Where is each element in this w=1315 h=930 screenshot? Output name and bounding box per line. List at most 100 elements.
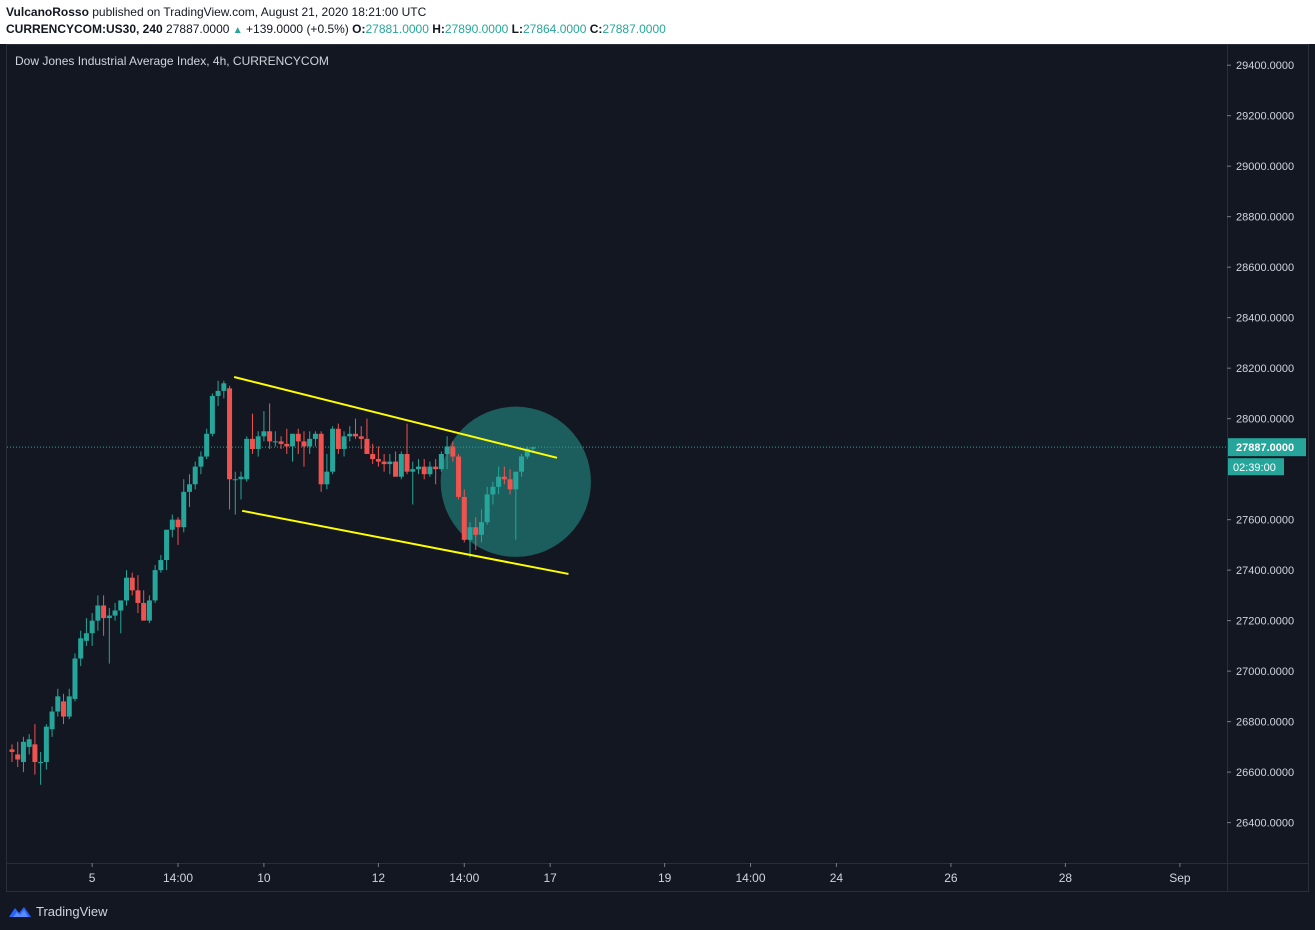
candle-down[interactable]: [61, 701, 67, 717]
candle-down[interactable]: [381, 461, 387, 465]
candle-up[interactable]: [198, 456, 204, 467]
candle-up[interactable]: [112, 610, 118, 616]
candle-up[interactable]: [118, 600, 124, 611]
candle-up[interactable]: [146, 600, 152, 621]
candle-up[interactable]: [261, 431, 267, 437]
candle-up[interactable]: [513, 471, 519, 490]
candle-down[interactable]: [135, 590, 141, 603]
candle-down[interactable]: [421, 466, 427, 475]
upper-channel-line[interactable]: [233, 376, 558, 459]
candle-up[interactable]: [272, 441, 278, 443]
candle-up[interactable]: [330, 428, 336, 472]
candle-down[interactable]: [267, 431, 273, 442]
candle-down[interactable]: [284, 443, 290, 447]
candle-down[interactable]: [318, 433, 324, 485]
candle-down[interactable]: [450, 446, 456, 457]
y-tick-label: 26600.0000: [1236, 767, 1294, 779]
candle-up[interactable]: [89, 620, 95, 634]
candle-up[interactable]: [221, 383, 227, 391]
candle-down[interactable]: [507, 479, 513, 490]
candle-down[interactable]: [473, 527, 479, 535]
candle-up[interactable]: [192, 466, 198, 485]
candle-down[interactable]: [227, 388, 233, 480]
candle-down[interactable]: [175, 519, 181, 528]
candle-up[interactable]: [519, 456, 525, 472]
candle-up[interactable]: [26, 739, 32, 747]
candle-up[interactable]: [49, 711, 55, 730]
candle-up[interactable]: [484, 494, 490, 523]
candle-up[interactable]: [20, 741, 26, 763]
price-chart[interactable]: Dow Jones Industrial Average Index, 4h, …: [7, 45, 1308, 891]
candle-up[interactable]: [444, 446, 450, 454]
candle-up[interactable]: [255, 436, 261, 449]
tradingview-logo[interactable]: TradingView: [8, 904, 108, 919]
candle-up[interactable]: [307, 438, 313, 447]
y-tick-label: 29200.0000: [1236, 111, 1294, 123]
candle-down[interactable]: [9, 749, 15, 752]
candle-down[interactable]: [456, 456, 462, 497]
candle-up[interactable]: [95, 605, 101, 621]
candle-up[interactable]: [38, 762, 44, 764]
candle-up[interactable]: [238, 476, 244, 480]
candle-up[interactable]: [209, 395, 215, 434]
candle-up[interactable]: [387, 461, 393, 465]
author-name[interactable]: VulcanoRosso: [6, 5, 89, 19]
candle-down[interactable]: [15, 754, 21, 760]
candle-down[interactable]: [335, 428, 341, 449]
candle-up[interactable]: [106, 615, 112, 619]
candle-up[interactable]: [312, 433, 318, 439]
candle-up[interactable]: [152, 570, 158, 601]
candle-down[interactable]: [461, 496, 467, 540]
candle-up[interactable]: [215, 390, 221, 396]
candle-up[interactable]: [78, 638, 84, 659]
candle-up[interactable]: [496, 476, 502, 487]
candle-down[interactable]: [141, 602, 147, 621]
candle-down[interactable]: [375, 459, 381, 462]
candle-up[interactable]: [427, 466, 433, 475]
candle-up[interactable]: [169, 519, 175, 530]
candle-down[interactable]: [295, 433, 301, 442]
candle-up[interactable]: [341, 436, 347, 449]
candle-down[interactable]: [501, 476, 507, 480]
candle-down[interactable]: [393, 461, 399, 477]
candle-down[interactable]: [364, 438, 370, 454]
candle-up[interactable]: [467, 527, 473, 540]
candle-up[interactable]: [181, 491, 187, 528]
candle-down[interactable]: [358, 436, 364, 439]
candle-up[interactable]: [530, 447, 536, 449]
chart-frame[interactable]: Dow Jones Industrial Average Index, 4h, …: [6, 44, 1309, 892]
candle-up[interactable]: [490, 486, 496, 495]
candle-up[interactable]: [55, 696, 61, 712]
candle-up[interactable]: [66, 696, 72, 717]
candle-up[interactable]: [438, 454, 444, 470]
candle-up[interactable]: [398, 454, 404, 477]
candle-up[interactable]: [524, 448, 530, 457]
candle-up[interactable]: [324, 471, 330, 485]
candle-down[interactable]: [249, 438, 255, 449]
candle-up[interactable]: [124, 577, 129, 601]
candle-down[interactable]: [101, 605, 107, 619]
candle-down[interactable]: [278, 441, 284, 444]
candle-up[interactable]: [232, 479, 238, 481]
candle-down[interactable]: [433, 466, 439, 470]
candle-down[interactable]: [129, 577, 135, 591]
candle-up[interactable]: [478, 522, 484, 535]
candle-up[interactable]: [83, 633, 89, 641]
candle-down[interactable]: [370, 454, 376, 460]
candle-up[interactable]: [347, 433, 353, 437]
candle-up[interactable]: [290, 433, 296, 447]
candle-up[interactable]: [244, 438, 250, 480]
candle-up[interactable]: [204, 433, 210, 457]
candle-up[interactable]: [43, 726, 49, 763]
candle-up[interactable]: [158, 560, 164, 571]
candle-up[interactable]: [72, 658, 78, 699]
candle-down[interactable]: [32, 744, 38, 763]
candle-up[interactable]: [186, 484, 192, 492]
lower-channel-line[interactable]: [241, 509, 569, 575]
candle-down[interactable]: [404, 454, 410, 472]
candle-down[interactable]: [301, 441, 307, 447]
candle-up[interactable]: [164, 529, 170, 561]
candle-down[interactable]: [353, 433, 358, 437]
candle-up[interactable]: [410, 469, 416, 472]
candle-up[interactable]: [415, 466, 421, 470]
